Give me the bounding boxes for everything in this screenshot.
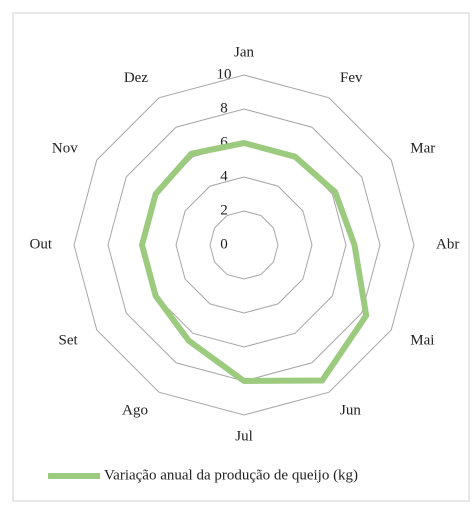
series-line bbox=[139, 140, 370, 384]
category-label: Fev bbox=[340, 70, 363, 86]
legend-label: Variação anual da produção de queijo (kg… bbox=[104, 467, 358, 483]
grid-line bbox=[175, 176, 313, 314]
r-tick-label: 0 bbox=[220, 236, 228, 252]
category-label: Mar bbox=[410, 140, 435, 156]
category-label: Jun bbox=[340, 403, 361, 419]
chart-frame bbox=[12, 12, 470, 502]
category-label: Dez bbox=[124, 70, 148, 86]
category-label: Jan bbox=[234, 44, 254, 60]
category-label: Ago bbox=[122, 403, 148, 419]
r-tick-label: 6 bbox=[220, 134, 228, 150]
r-tick-label: 10 bbox=[217, 66, 232, 82]
category-label: Jul bbox=[235, 428, 253, 444]
category-label: Set bbox=[59, 332, 79, 348]
category-label: Nov bbox=[52, 140, 78, 156]
grid-line bbox=[73, 74, 415, 416]
r-tick-label: 2 bbox=[220, 202, 228, 218]
r-tick-label: 4 bbox=[220, 168, 228, 184]
r-tick-label: 8 bbox=[220, 100, 228, 116]
category-label: Out bbox=[30, 236, 53, 252]
grid-line bbox=[209, 210, 279, 280]
category-label: Mai bbox=[410, 332, 434, 348]
category-label: Abr bbox=[436, 236, 459, 252]
